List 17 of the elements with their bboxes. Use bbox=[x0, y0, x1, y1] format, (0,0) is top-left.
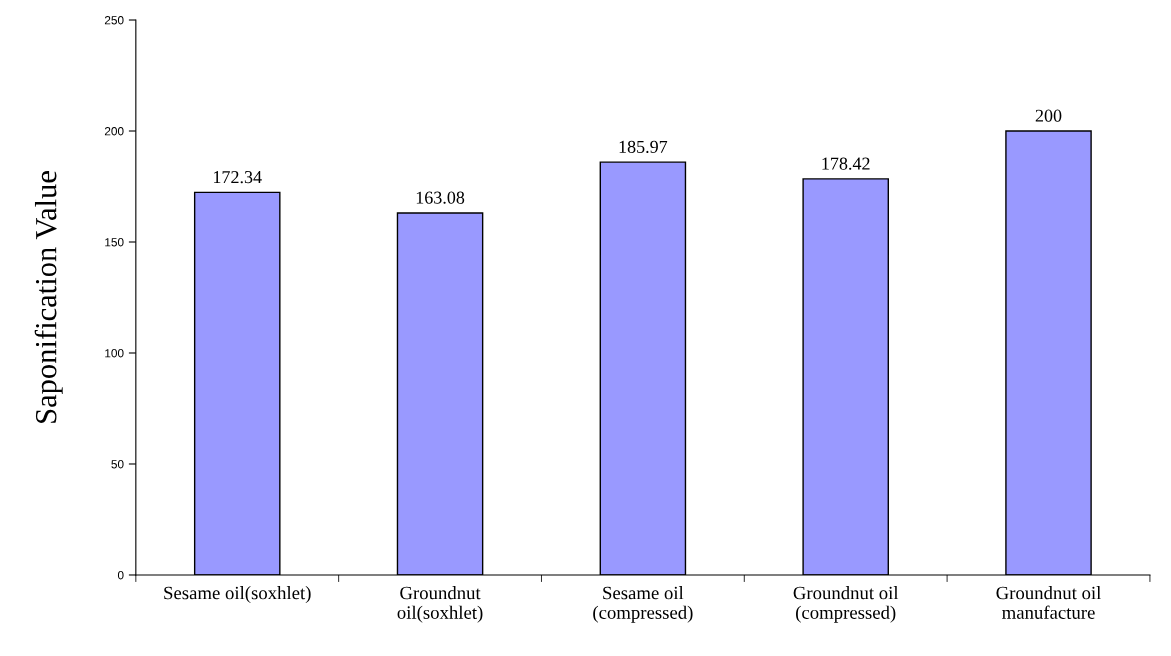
data-label: 185.97 bbox=[619, 140, 668, 153]
x-tick-label: Groundnut oil(soxhlet) bbox=[397, 586, 483, 623]
data-label: 200 bbox=[1035, 109, 1062, 122]
y-tick-label: 0 bbox=[117, 571, 124, 580]
y-tick-label: 150 bbox=[105, 238, 124, 247]
y-tick-label: 200 bbox=[104, 127, 124, 136]
y-tick-label: 50 bbox=[111, 460, 124, 469]
data-label: 163.08 bbox=[416, 191, 465, 204]
y-tick-label: 100 bbox=[105, 349, 124, 358]
y-tick-label: 250 bbox=[104, 16, 124, 25]
x-tick-label: Groundnut oil manufacture bbox=[996, 586, 1101, 619]
x-tick-label: Sesame oil(soxhlet) bbox=[164, 586, 311, 604]
data-label: 178.42 bbox=[822, 157, 870, 170]
x-tick-label: Groundnut oil (compressed) bbox=[793, 586, 899, 623]
x-tick-label: Sesame oil (compressed) bbox=[593, 586, 693, 623]
data-label: 172.34 bbox=[214, 171, 262, 184]
y-axis-title: Saponification Value bbox=[34, 171, 63, 423]
